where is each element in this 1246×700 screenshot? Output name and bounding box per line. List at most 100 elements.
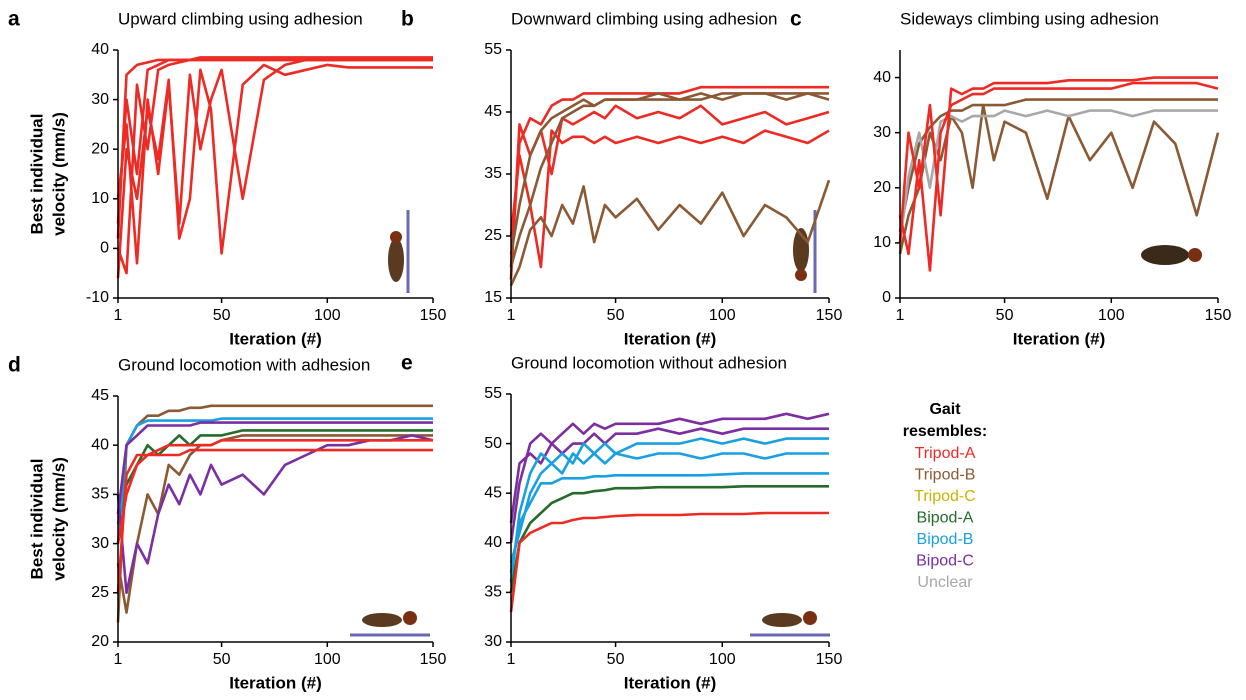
y-tick-label: 55: [484, 385, 502, 402]
x-tick-label: 50: [213, 307, 231, 324]
fly-icon: [350, 611, 430, 637]
data-line: [116, 58, 433, 265]
panel-label: a: [8, 8, 20, 31]
x-tick-label: 50: [607, 651, 625, 668]
data-line: [509, 472, 829, 573]
y-axis-label: Best individual: [27, 114, 46, 235]
y-tick-label: 35: [91, 486, 109, 503]
legend-entry: Bipod-A: [917, 510, 974, 527]
data-line: [509, 485, 829, 593]
y-tick-label: 25: [484, 227, 502, 244]
x-tick-label: 50: [996, 307, 1014, 324]
panel-label: c: [790, 8, 802, 31]
y-tick-label: 15: [484, 289, 502, 306]
x-axis-label: Iteration (#): [229, 329, 322, 348]
y-axis-label: velocity (mm/s): [49, 457, 68, 581]
x-tick-label: 150: [816, 651, 843, 668]
y-tick-label: 35: [484, 165, 502, 182]
x-tick-label: 100: [314, 651, 341, 668]
y-tick-label: -10: [86, 289, 109, 306]
data-line: [116, 56, 433, 224]
fly-icon: [388, 210, 410, 293]
data-line: [116, 434, 433, 614]
x-tick-label: 1: [114, 307, 123, 324]
x-tick-label: 100: [709, 651, 736, 668]
x-tick-label: 1: [507, 307, 516, 324]
x-axis-label: Iteration (#): [229, 673, 322, 692]
data-line: [509, 452, 829, 563]
panel-title: Ground locomotion without adhesion: [511, 353, 787, 372]
data-line: [116, 63, 433, 279]
y-tick-label: 30: [484, 633, 502, 650]
y-tick-label: 45: [91, 387, 109, 404]
data-line: [116, 439, 433, 593]
legend-entry: Bipod-B: [917, 531, 974, 548]
panel-title: Downward climbing using adhesion: [511, 9, 777, 28]
data-line: [898, 81, 1219, 272]
y-tick-label: 20: [91, 140, 109, 157]
legend-entry: Tripod-B: [915, 467, 976, 484]
x-axis-label: Iteration (#): [1013, 329, 1106, 348]
x-tick-label: 1: [507, 651, 516, 668]
panel-title: Sideways climbing using adhesion: [900, 9, 1159, 28]
y-tick-label: 20: [873, 179, 891, 196]
data-line: [509, 511, 829, 613]
y-tick-label: 0: [100, 240, 109, 257]
x-tick-label: 150: [420, 307, 447, 324]
data-line: [116, 448, 433, 544]
y-tick-label: 45: [484, 484, 502, 501]
y-tick-label: 40: [484, 534, 502, 551]
panel-title: Ground locomotion with adhesion: [118, 355, 370, 374]
legend-entry: Tripod-C: [914, 488, 976, 505]
y-tick-label: 25: [91, 584, 109, 601]
legend-entry: Unclear: [917, 574, 973, 591]
y-tick-label: 30: [91, 91, 109, 108]
data-line: [509, 92, 829, 268]
data-line: [116, 429, 433, 525]
y-tick-label: 50: [484, 435, 502, 452]
legend-entry: Bipod-C: [916, 553, 974, 570]
fly-icon: [750, 611, 830, 637]
data-line: [509, 179, 831, 287]
data-line: [509, 85, 829, 268]
legend-title: Gait: [929, 401, 961, 418]
y-tick-label: 35: [484, 584, 502, 601]
y-tick-label: 30: [91, 535, 109, 552]
data-line: [898, 98, 1218, 233]
data-line: [116, 404, 433, 623]
data-line: [116, 417, 433, 544]
data-line: [116, 421, 433, 515]
y-tick-label: 40: [91, 41, 109, 58]
data-line: [509, 437, 829, 583]
legend: Gait resembles: Tripod-A Tripod-B Tripod-C Bi…: [903, 401, 988, 591]
panel-label: b: [401, 8, 414, 31]
panel-label: e: [401, 352, 413, 375]
data-line: [116, 58, 433, 239]
data-line: [116, 434, 434, 595]
legend-entry: Tripod-A: [915, 445, 976, 462]
x-tick-label: 100: [1098, 307, 1125, 324]
y-axis-label: velocity (mm/s): [49, 112, 68, 236]
data-line: [898, 76, 1218, 243]
legend-title: resembles:: [903, 423, 988, 440]
data-line: [509, 92, 830, 255]
fly-icon: [1141, 245, 1202, 265]
x-tick-label: 50: [213, 651, 231, 668]
x-tick-label: 100: [709, 307, 736, 324]
x-tick-label: 150: [816, 307, 843, 324]
data-line: [509, 104, 830, 280]
x-tick-label: 150: [1205, 307, 1232, 324]
y-tick-label: 10: [873, 234, 891, 251]
data-line: [898, 109, 1218, 244]
x-axis-label: Iteration (#): [624, 673, 717, 692]
panel: b Downward climbing using adhesion 1 50 100 1…: [401, 8, 842, 349]
x-tick-label: 1: [114, 651, 123, 668]
data-line: [116, 58, 433, 275]
x-tick-label: 100: [314, 307, 341, 324]
x-tick-label: 1: [896, 307, 905, 324]
